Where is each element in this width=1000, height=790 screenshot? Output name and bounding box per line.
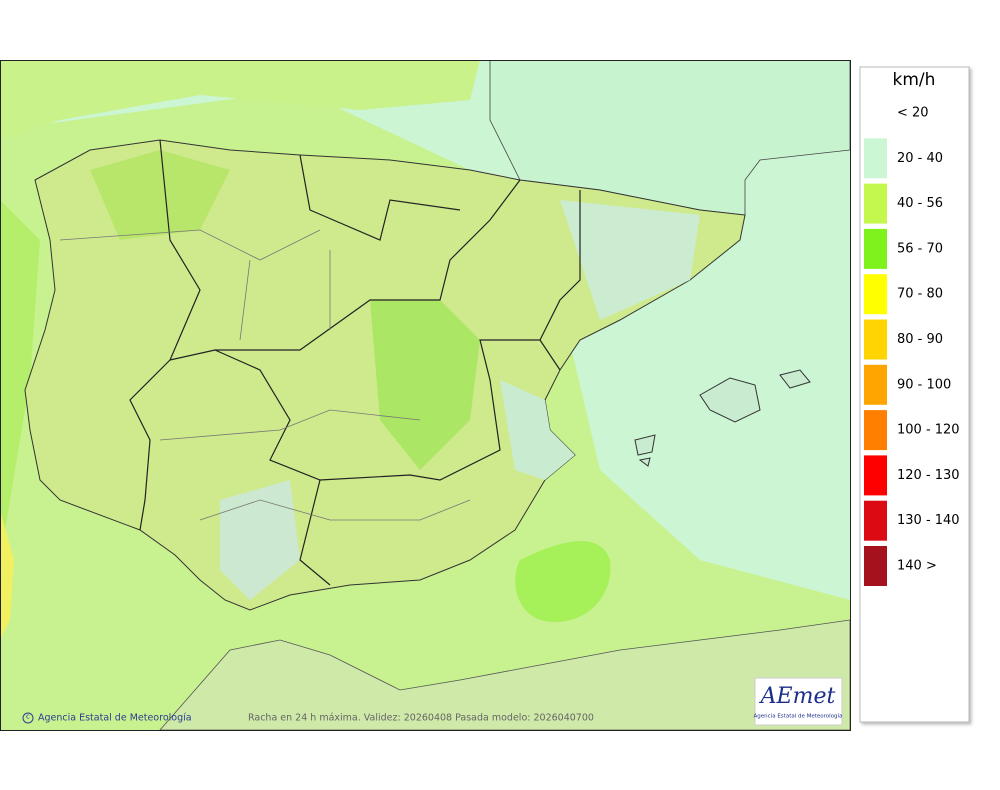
cantabrian-gusts xyxy=(90,150,230,240)
legend-label: 70 - 80 xyxy=(897,287,943,302)
andalusia-calm xyxy=(220,480,300,600)
legend: km/h < 20 20 - 40 40 - 56 56 - 70 70 - 80 80 … xyxy=(859,66,970,723)
legend-label: < 20 xyxy=(897,106,929,121)
legend-label: 80 - 90 xyxy=(897,332,943,347)
gust-patch xyxy=(515,541,611,622)
map: c Agencia Estatal de Meteorología Racha … xyxy=(0,60,850,730)
legend-swatch xyxy=(864,546,887,586)
credit-text: Agencia Estatal de Meteorología xyxy=(38,713,192,724)
valencia-calm xyxy=(500,380,575,480)
province-borders xyxy=(59,229,471,521)
legend-swatch xyxy=(864,138,887,179)
legend-swatch xyxy=(864,183,887,224)
legend-label: 56 - 70 xyxy=(897,241,943,256)
logo-subtitle: Agencia Estatal de Meteorología xyxy=(754,713,843,720)
legend-label: 90 - 100 xyxy=(897,377,951,392)
legend-label: 40 - 56 xyxy=(897,196,943,211)
logo-name: AEmet xyxy=(759,684,836,709)
legend-label: 120 - 130 xyxy=(897,468,960,483)
legend-label: 130 - 140 xyxy=(897,513,960,528)
region-borders xyxy=(129,139,581,586)
atlantic-band xyxy=(0,200,40,560)
legend-swatch xyxy=(864,500,887,541)
copyright-letter: c xyxy=(26,713,30,721)
africa xyxy=(159,619,850,730)
atlantic-gust xyxy=(0,510,14,640)
legend-label: 140 > xyxy=(897,559,937,574)
legend-swatch xyxy=(864,455,887,496)
map-caption: Racha en 24 h máxima. Validez: 20260408 … xyxy=(248,713,594,724)
bay-of-biscay xyxy=(0,60,480,140)
central-gusts xyxy=(370,300,480,470)
catalonia-calm xyxy=(560,200,700,320)
credit: c Agencia Estatal de Meteorología xyxy=(22,712,192,724)
logo-box xyxy=(754,677,843,726)
legend-label: 20 - 40 xyxy=(897,151,943,166)
legend-swatch xyxy=(864,410,887,451)
legend-swatch xyxy=(864,319,887,360)
copyright-icon xyxy=(22,712,34,724)
legend-title: km/h xyxy=(893,70,936,90)
balearic-islands xyxy=(634,369,811,467)
legend-swatch xyxy=(864,364,887,405)
legend-label: 100 - 120 xyxy=(897,423,960,438)
legend-swatch xyxy=(864,228,887,269)
map-frame xyxy=(0,60,851,731)
legend-swatch xyxy=(864,274,887,315)
logo: AEmet Agencia Estatal de Meteorología xyxy=(754,677,843,726)
